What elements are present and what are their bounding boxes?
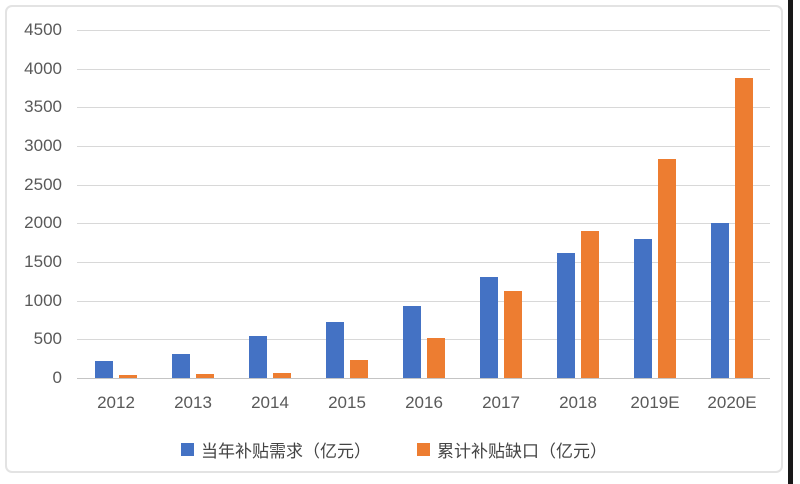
y-tick-label: 3500 (24, 97, 62, 117)
page-edge-line (788, 0, 793, 484)
y-tick-label: 1000 (24, 290, 62, 310)
gridline (77, 262, 770, 263)
bar-cumulative-gap-2015 (350, 360, 368, 378)
y-tick-label: 4000 (24, 58, 62, 78)
y-tick-label: 2500 (24, 174, 62, 194)
legend-swatch-icon (417, 443, 430, 456)
x-tick-label: 2015 (328, 393, 366, 412)
bar-current-subsidy-2020E (711, 223, 729, 378)
bar-current-subsidy-2014 (249, 336, 267, 378)
legend-label: 当年补贴需求（亿元） (201, 442, 371, 461)
plot-area (77, 30, 770, 379)
bar-current-subsidy-2013 (172, 354, 190, 378)
y-tick-label: 0 (52, 368, 62, 387)
legend-item-cumulative-gap: 累计补贴缺口（亿元） (417, 437, 607, 462)
bar-current-subsidy-2019E (634, 239, 652, 378)
bar-cumulative-gap-2020E (735, 78, 753, 378)
chart-frame (5, 5, 783, 473)
x-tick-label: 2018 (559, 393, 597, 412)
y-tick-label: 2000 (24, 213, 62, 233)
gridline (77, 68, 770, 70)
gridline (77, 300, 770, 302)
gridline (77, 30, 770, 31)
bar-current-subsidy-2015 (326, 322, 344, 378)
gridline (77, 146, 770, 147)
y-tick-label: 4500 (24, 20, 62, 39)
x-tick-label: 2020E (707, 393, 757, 412)
gridline (77, 339, 770, 341)
bar-current-subsidy-2018 (557, 253, 575, 378)
bar-cumulative-gap-2016 (427, 338, 445, 378)
x-axis-baseline (77, 378, 770, 379)
y-tick-label: 1500 (24, 252, 62, 271)
bar-cumulative-gap-2012 (119, 375, 137, 378)
legend-label: 累计补贴缺口（亿元） (437, 442, 607, 461)
legend-swatch-icon (181, 443, 194, 456)
bar-cumulative-gap-2014 (273, 373, 291, 378)
bar-cumulative-gap-2019E (658, 159, 676, 378)
bar-current-subsidy-2016 (403, 306, 421, 378)
bar-cumulative-gap-2018 (581, 231, 599, 378)
x-tick-label: 2013 (174, 393, 212, 412)
bar-cumulative-gap-2017 (504, 291, 522, 378)
bar-current-subsidy-2017 (480, 277, 498, 378)
gridline (77, 184, 770, 186)
x-tick-label: 2016 (405, 393, 443, 412)
bar-current-subsidy-2012 (95, 361, 113, 378)
legend-item-current-subsidy: 当年补贴需求（亿元） (181, 437, 371, 462)
chart-legend: 当年补贴需求（亿元） 累计补贴缺口（亿元） (0, 437, 788, 462)
gridline (77, 107, 770, 109)
y-tick-label: 3000 (24, 136, 62, 155)
x-tick-label: 2019E (630, 393, 680, 412)
gridline (77, 223, 770, 225)
x-tick-label: 2014 (251, 393, 289, 412)
y-tick-label: 500 (33, 329, 62, 349)
bar-cumulative-gap-2013 (196, 374, 214, 378)
x-tick-label: 2012 (97, 393, 135, 412)
x-tick-label: 2017 (482, 393, 520, 412)
